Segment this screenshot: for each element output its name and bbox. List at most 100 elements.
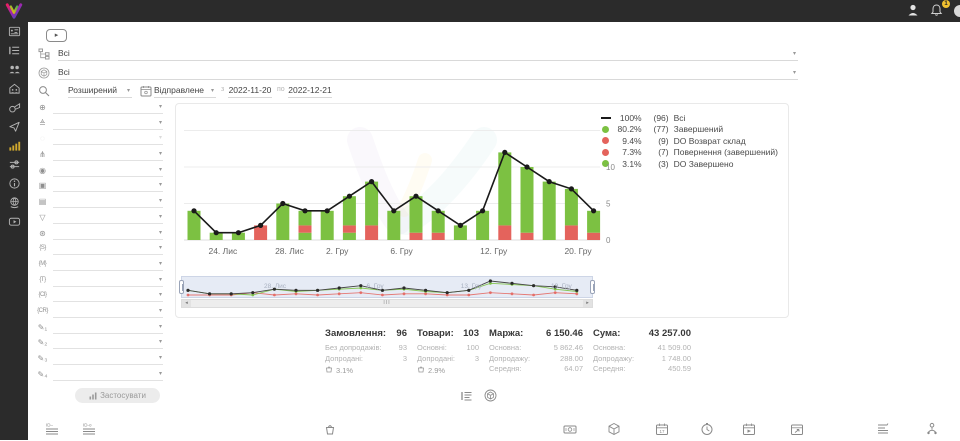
legend-item-3[interactable]: 7.3% (7) Повернення (завершений) [600, 147, 778, 159]
date-to-input[interactable]: 2022-12-21 [288, 83, 332, 98]
filter-select-sitemap[interactable]: ▾ [53, 148, 163, 162]
navigator-date-label: 6. Гру [366, 283, 384, 290]
svg-text:12. Гру: 12. Гру [480, 246, 508, 256]
filter-select-cr-variable[interactable]: ▾ [53, 305, 163, 318]
legend-label: DO Возврат склад [673, 135, 746, 146]
calendar-icon [140, 84, 154, 98]
chart-navigator[interactable]: 28. Лис 6. Гру 13. Гру 19. Гру [179, 276, 595, 298]
org-people-icon[interactable] [925, 422, 939, 436]
sidebar-item-settings[interactable] [0, 155, 28, 174]
filter-row-sitemap: ⋔ ▾ [35, 147, 163, 163]
filter-select-custom-1[interactable]: ▾ [53, 321, 163, 334]
stats-header-products: Товари: 103 [417, 328, 479, 339]
sidebar-item-warehouse[interactable] [0, 79, 28, 98]
filter-row-custom-3: ✎₃ ▾ [35, 351, 163, 367]
filter-select-custom-4[interactable]: ▾ [53, 368, 163, 381]
sidebar-item-send[interactable] [0, 117, 28, 136]
filter-select-package[interactable]: ▾ [53, 179, 163, 193]
filter-select-money[interactable]: ▾ [53, 195, 163, 209]
sidebar-item-support[interactable] [0, 193, 28, 212]
filter-select-status[interactable]: ▾ [53, 117, 163, 130]
play-intro-button[interactable]: ▸ [46, 29, 67, 42]
navigator-date-label: 28. Лис [264, 283, 286, 290]
basket-icon[interactable] [323, 422, 337, 436]
sidebar-item-info[interactable] [0, 174, 28, 193]
filter-select-custom-2[interactable]: ▾ [53, 336, 163, 350]
calendar-sent-icon[interactable] [742, 422, 756, 436]
sitemap-icon: ⋔ [39, 150, 46, 160]
scroll-left-arrow[interactable]: ◂ [182, 300, 191, 307]
legend-dot-swatch [600, 125, 612, 133]
basket-icon [325, 365, 333, 375]
id-list-2-icon[interactable]: ID-o [82, 422, 96, 436]
sidebar-item-clients[interactable] [0, 60, 28, 79]
money-icon[interactable] [563, 422, 577, 436]
calendar-icon[interactable]: 17 [655, 422, 669, 436]
legend-pct: 9.4% [622, 135, 642, 146]
clock-icon[interactable] [700, 422, 714, 436]
filter-row-custom-1: ✎₁ ▾ [35, 320, 163, 336]
navigator-handle-left[interactable] [179, 280, 184, 294]
orders-chart[interactable]: 0 5 10 24. Лис 28. Лис 2. Гру 6. Гру 12. Гру 20.… [182, 108, 622, 270]
filter-lines-icon[interactable] [876, 422, 890, 436]
sidebar-item-promotion[interactable] [0, 98, 28, 117]
help-icon: ◌ [40, 134, 45, 144]
legend-item-1[interactable]: 80.2% (77) Завершений [600, 124, 778, 136]
products-select[interactable]: Всі ▾ [58, 65, 798, 80]
list-view-icon[interactable] [460, 389, 474, 403]
legend-item-4[interactable]: 3.1% (3) DO Завершено [600, 158, 778, 170]
scroll-right-arrow[interactable]: ▸ [583, 300, 592, 307]
filter-select-custom-3[interactable]: ▾ [53, 352, 163, 365]
filter-select-s-variable[interactable]: ▾ [53, 242, 163, 256]
filter-select-funnel[interactable]: ▾ [53, 211, 163, 224]
custom-4-icon: ✎₄ [37, 369, 48, 379]
filter-row-fingerprint: ◉ ▾ [35, 163, 163, 179]
stats-subrow: Основна: 5 862.46 [489, 343, 583, 352]
apply-button[interactable]: Застосувати [75, 388, 160, 403]
stats-subrow: Середня: 64.07 [489, 364, 583, 373]
chevron-down-icon: ▾ [158, 229, 162, 236]
navigator-scrollbar[interactable]: ◂ III ▸ [181, 299, 593, 308]
stats-value: 43 257.00 [648, 328, 691, 339]
date-from-input[interactable]: 2022-11-20 [228, 83, 272, 98]
stats-summary: Замовлення: 96 Без допродажів: 93 Допродані:… [325, 328, 691, 375]
date-type-select[interactable]: Відправлене ▾ [154, 83, 216, 98]
id-list-1-icon[interactable]: ID– [45, 422, 59, 436]
products-package-icon [38, 66, 52, 80]
app-logo-icon[interactable] [3, 2, 25, 20]
filter-select-m-variable[interactable]: ▾ [53, 258, 163, 271]
notifications-bell-icon[interactable]: 1 [930, 0, 950, 19]
calendar-export-icon[interactable] [790, 422, 804, 436]
cr-variable-icon: {CR} [37, 307, 48, 314]
search-mode-select[interactable]: Розширений ▾ [68, 83, 132, 98]
filter-select-ci-variable[interactable]: ▾ [53, 289, 163, 303]
partial-avatar-icon[interactable] [954, 5, 960, 17]
stats-column-sum: Сума: 43 257.00 Основна: 41 509.00 Допродажу… [593, 328, 691, 375]
navigator-handle-right[interactable] [590, 280, 595, 294]
filter-select-t-variable[interactable]: ▾ [53, 274, 163, 287]
date-to-label: по [277, 86, 285, 93]
user-avatar-icon[interactable] [906, 3, 922, 19]
filter-select-help[interactable]: ▾ [53, 132, 163, 146]
legend-count: (96) [653, 112, 669, 123]
custom-2-icon: ✎₂ [37, 338, 48, 348]
package-icon: ▣ [38, 181, 47, 191]
filter-select-fingerprint[interactable]: ▾ [53, 164, 163, 177]
svg-text:ID–: ID– [46, 423, 54, 428]
sidebar-item-orders[interactable] [0, 41, 28, 60]
sidebar-item-statistics[interactable] [0, 136, 28, 155]
stats-subrow: Допродажу: 1 748.00 [593, 353, 691, 363]
product-view-icon[interactable] [484, 389, 498, 403]
legend-item-2[interactable]: 9.4% (9) DO Возврат склад [600, 135, 778, 147]
chevron-down-icon: ▾ [158, 370, 162, 377]
filter-select-globe[interactable]: ▾ [53, 101, 163, 114]
legend-item-0[interactable]: 100% (96) Всі [600, 112, 778, 124]
package-icon[interactable] [607, 422, 621, 436]
stats-header-sum: Сума: 43 257.00 [593, 328, 691, 339]
filter-select-web[interactable]: ▾ [53, 227, 163, 240]
statuses-select[interactable]: Всі ▾ [58, 46, 798, 61]
sidebar-item-video[interactable] [0, 212, 28, 231]
sidebar-item-dashboard[interactable] [0, 22, 28, 41]
scroll-grip[interactable]: III [383, 300, 391, 306]
svg-text:10: 10 [606, 163, 615, 172]
